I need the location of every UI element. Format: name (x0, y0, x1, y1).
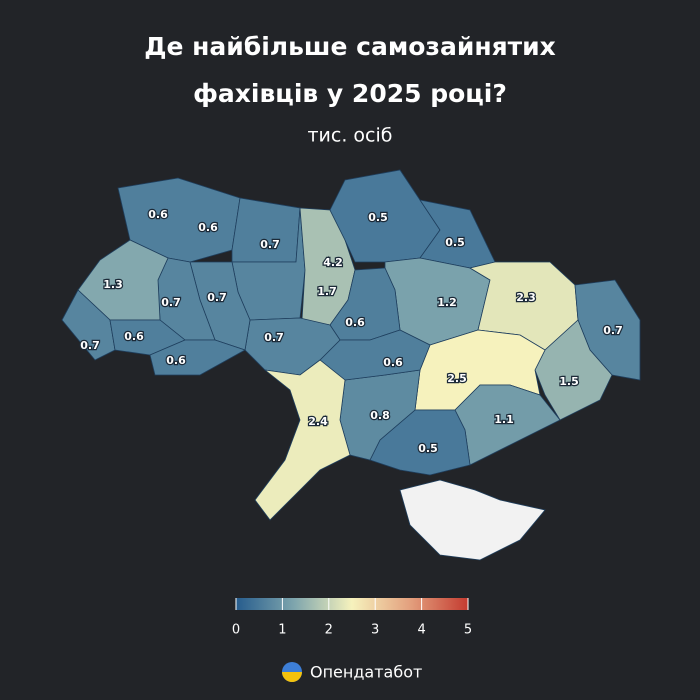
brand-logo (282, 662, 302, 682)
colorbar-tick-label: 5 (464, 623, 472, 638)
colorbar-tick-label: 0 (232, 623, 240, 638)
region (534, 319, 613, 421)
region-value-label: 0.6 (345, 316, 365, 329)
brand-name: Опендатабот (310, 663, 422, 682)
colorbar-tick-label: 2 (325, 623, 333, 638)
region-value-label: 0.5 (445, 236, 465, 249)
subtitle: тис. осіб (307, 125, 392, 147)
colorbar-tick-label: 4 (417, 623, 425, 638)
region-value-label: 0.7 (207, 291, 227, 304)
region-value-label: 0.5 (418, 442, 438, 455)
region-value-label: 1.1 (494, 413, 514, 426)
region-value-label: 0.6 (124, 330, 144, 343)
labels: 0.6 0.6 0.7 4.2 1.7 0.5 0.5 1.2 2.3 0.7 1.5 2.5 1.1 0… (79, 207, 624, 457)
region-value-label: 1.2 (437, 296, 457, 309)
region-value-label: 0.7 (260, 238, 280, 251)
region-value-label: 2.3 (516, 291, 536, 304)
region-value-label: 0.6 (198, 221, 218, 234)
region-value-label: 0.7 (80, 339, 100, 352)
region (399, 479, 546, 561)
region-value-label: 2.5 (447, 372, 467, 385)
region-value-label: 2.4 (308, 415, 328, 428)
logo-bottom (282, 672, 302, 682)
colorbar: 0 1 2 3 4 5 (232, 598, 472, 638)
region-value-label: 0.7 (161, 296, 181, 309)
colorbar-tick-label: 1 (278, 623, 286, 638)
region (369, 409, 471, 476)
region-value-label: 0.7 (264, 331, 284, 344)
region-value-label: 0.6 (166, 354, 186, 367)
region-value-label: 0.8 (370, 409, 390, 422)
region-value-label: 0.5 (368, 211, 388, 224)
region-value-label: 1.7 (317, 285, 337, 298)
region-value-label: 0.6 (148, 208, 168, 221)
title-line: Де найбільше самозайнятих (144, 32, 556, 61)
title-line: фахівців у 2025 році? (193, 79, 507, 108)
colorbar-tick-label: 3 (371, 623, 379, 638)
region (231, 197, 301, 263)
region (149, 339, 246, 376)
colorbar-gradient (236, 598, 468, 610)
region-value-label: 0.7 (603, 324, 623, 337)
region-value-label: 1.5 (559, 375, 579, 388)
region (254, 359, 351, 521)
region-value-label: 4.2 (323, 256, 343, 269)
regions (61, 169, 641, 561)
region-value-label: 0.6 (383, 356, 403, 369)
region-value-label: 1.3 (103, 278, 123, 291)
